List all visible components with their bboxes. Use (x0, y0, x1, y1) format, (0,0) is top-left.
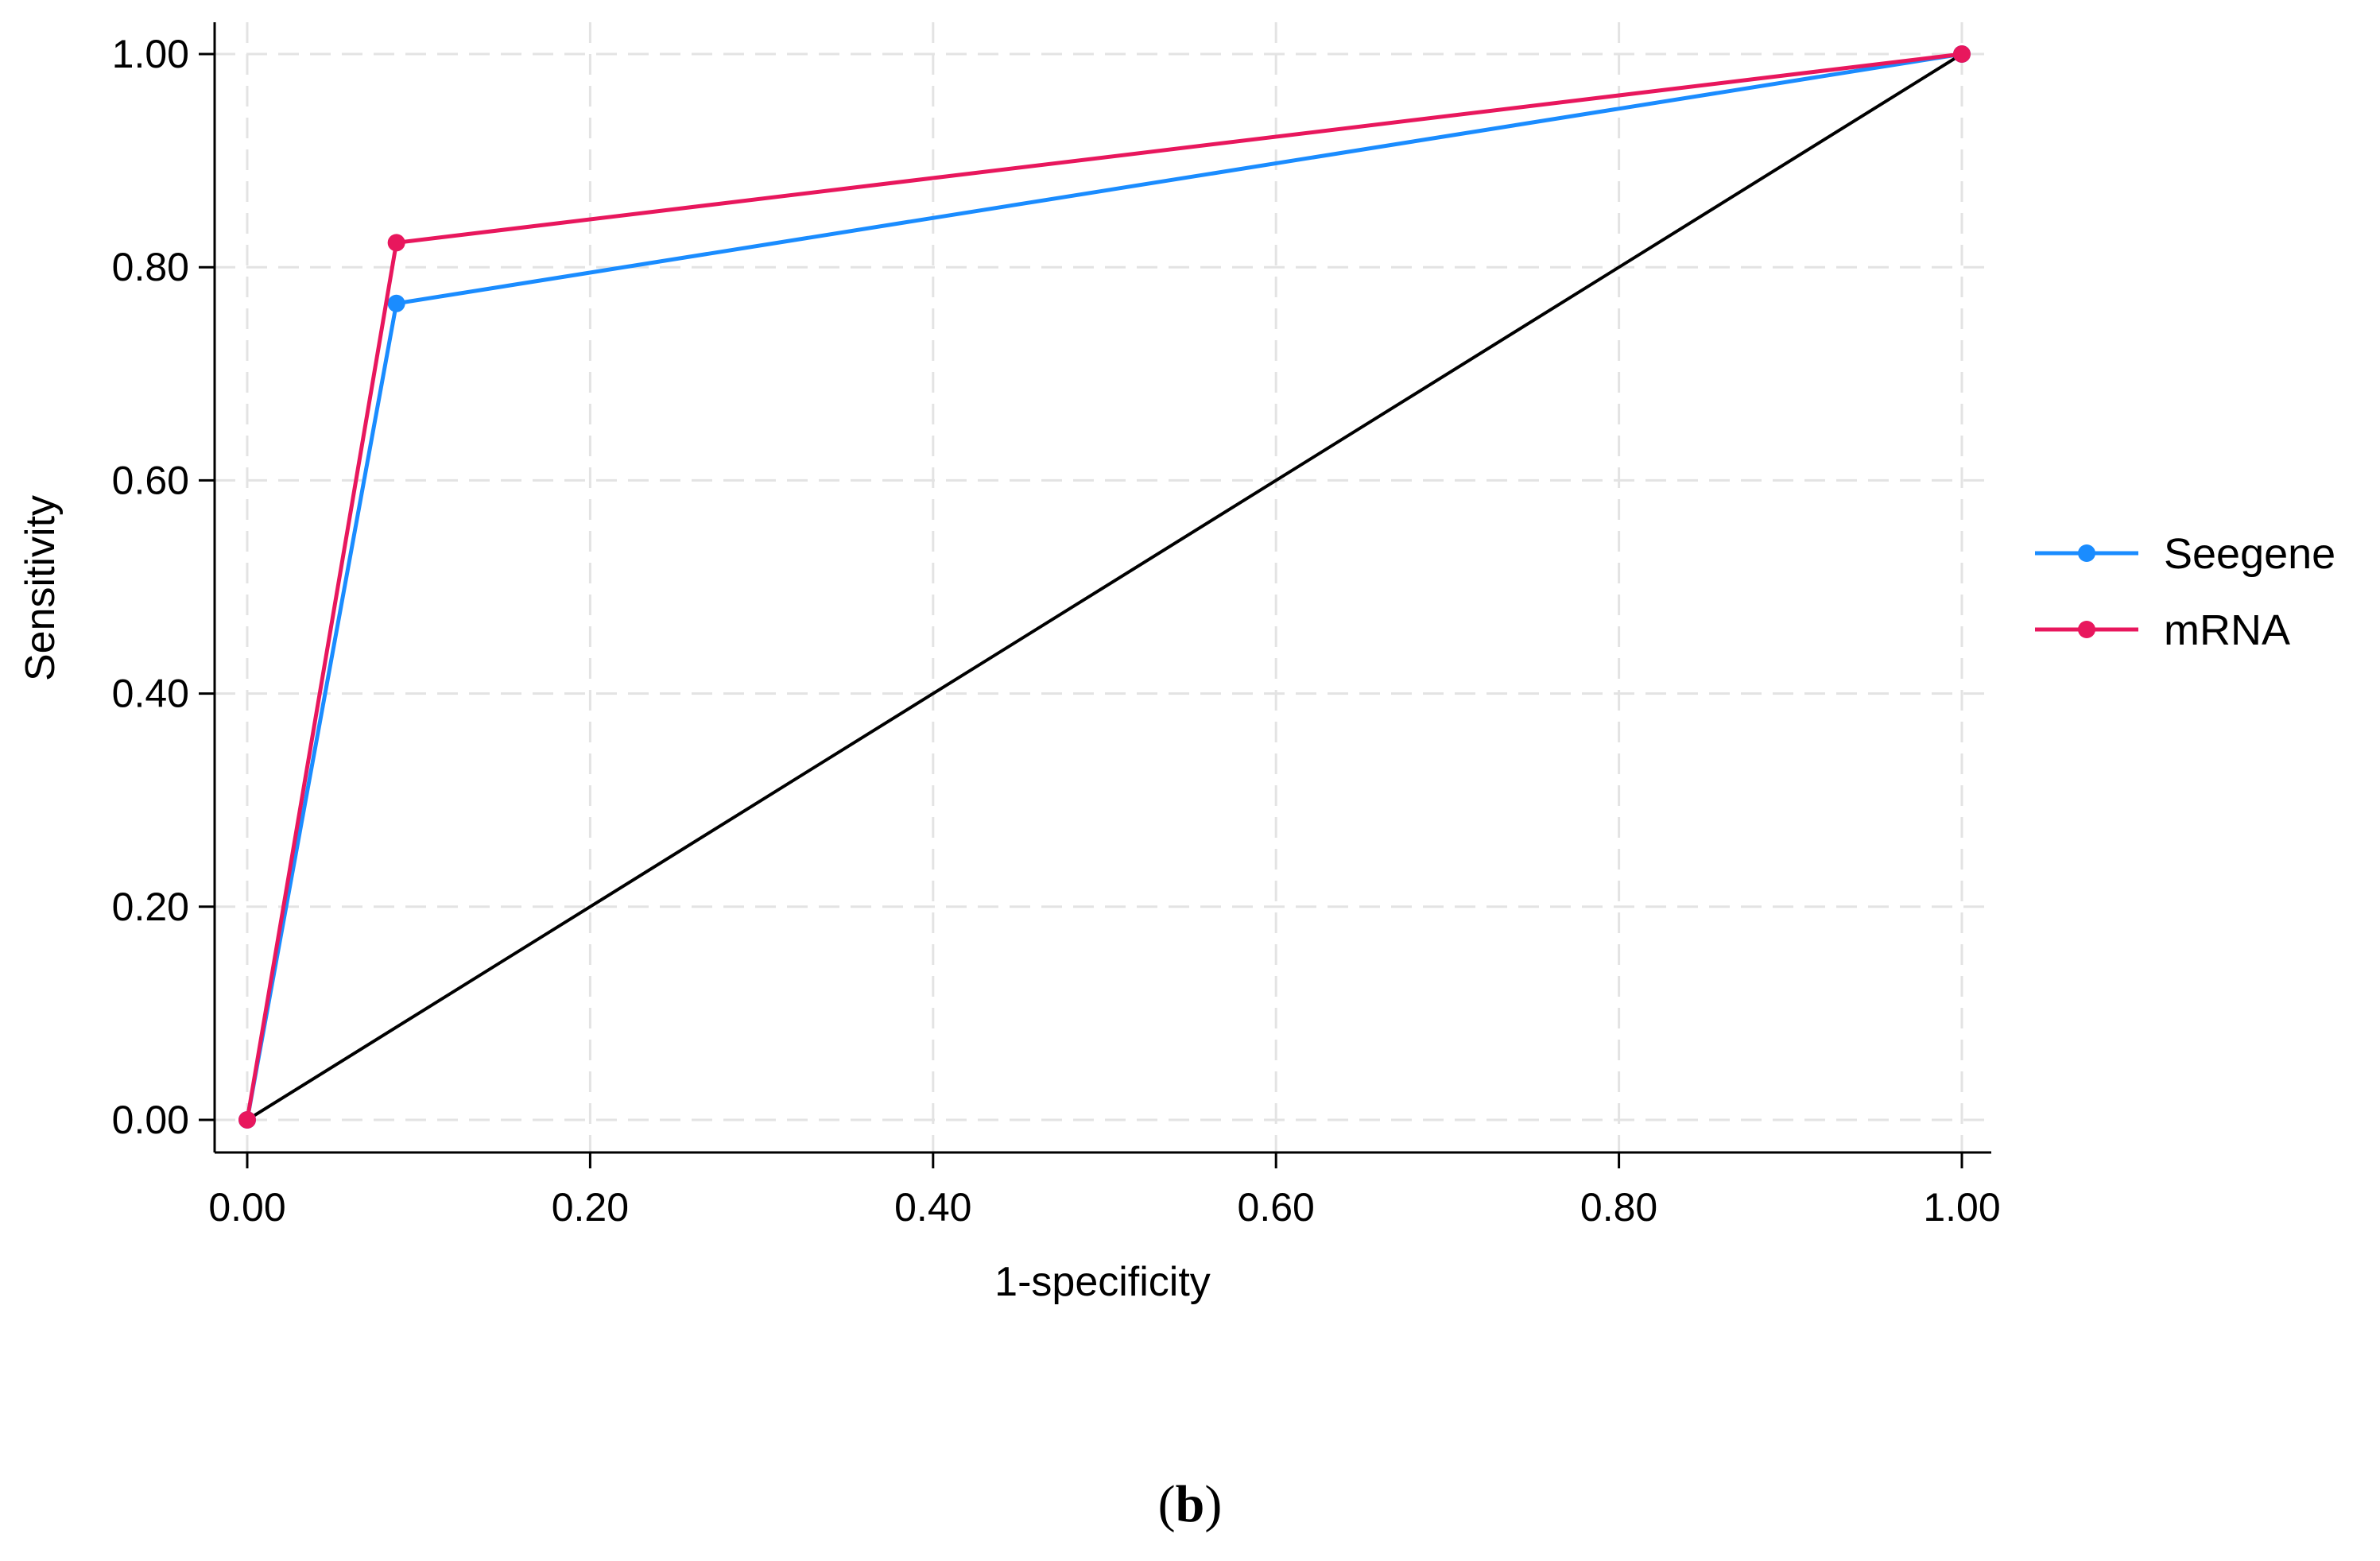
legend-label: Seegene (2164, 530, 2335, 578)
y-tick-label: 0.80 (112, 245, 189, 289)
axes (213, 22, 1991, 1154)
grid-lines (215, 22, 1991, 1152)
y-tick-label: 0.00 (112, 1098, 189, 1142)
x-tick-label: 0.80 (1580, 1185, 1657, 1230)
panel-label-open: ( (1157, 1475, 1176, 1533)
y-tick-label: 0.60 (112, 458, 189, 502)
legend-swatch-marker (2078, 544, 2095, 562)
x-tick-label: 0.60 (1238, 1185, 1315, 1230)
legend: Seegene mRNA (2035, 530, 2335, 654)
legend-swatch-marker (2078, 621, 2095, 638)
x-tick-label: 1.00 (1923, 1185, 2000, 1230)
legend-label: mRNA (2164, 606, 2290, 654)
panel-label-close: ) (1204, 1475, 1223, 1533)
x-tick-label: 0.00 (208, 1185, 285, 1230)
y-axis-title: Sensitivity (17, 495, 64, 681)
x-tick-label: 0.40 (894, 1185, 971, 1230)
y-tick-label: 0.40 (112, 672, 189, 716)
series-mrna (238, 45, 1971, 1129)
y-tick-label: 0.20 (112, 885, 189, 929)
reference-line (246, 52, 1963, 1121)
legend-item-mrna: mRNA (2035, 606, 2290, 654)
reference-diagonal (246, 52, 1963, 1121)
panel-label: (b) (0, 1474, 2380, 1535)
series-lines (238, 45, 1971, 1129)
data-point-mrna (238, 1111, 256, 1129)
legend-item-seegene: Seegene (2035, 530, 2335, 578)
x-tick-label: 0.20 (552, 1185, 629, 1230)
y-ticks: 0.00 0.20 0.40 0.60 0.80 1.00 (112, 32, 215, 1142)
y-tick-label: 1.00 (112, 32, 189, 76)
panel-label-letter: b (1175, 1475, 1205, 1533)
data-point-seegene (387, 294, 405, 312)
data-point-mrna (387, 234, 405, 252)
x-ticks: 0.00 0.20 0.40 0.60 0.80 1.00 (208, 1152, 2001, 1230)
x-axis-title: 1-specificity (994, 1259, 1211, 1305)
data-point-mrna (1953, 45, 1971, 63)
